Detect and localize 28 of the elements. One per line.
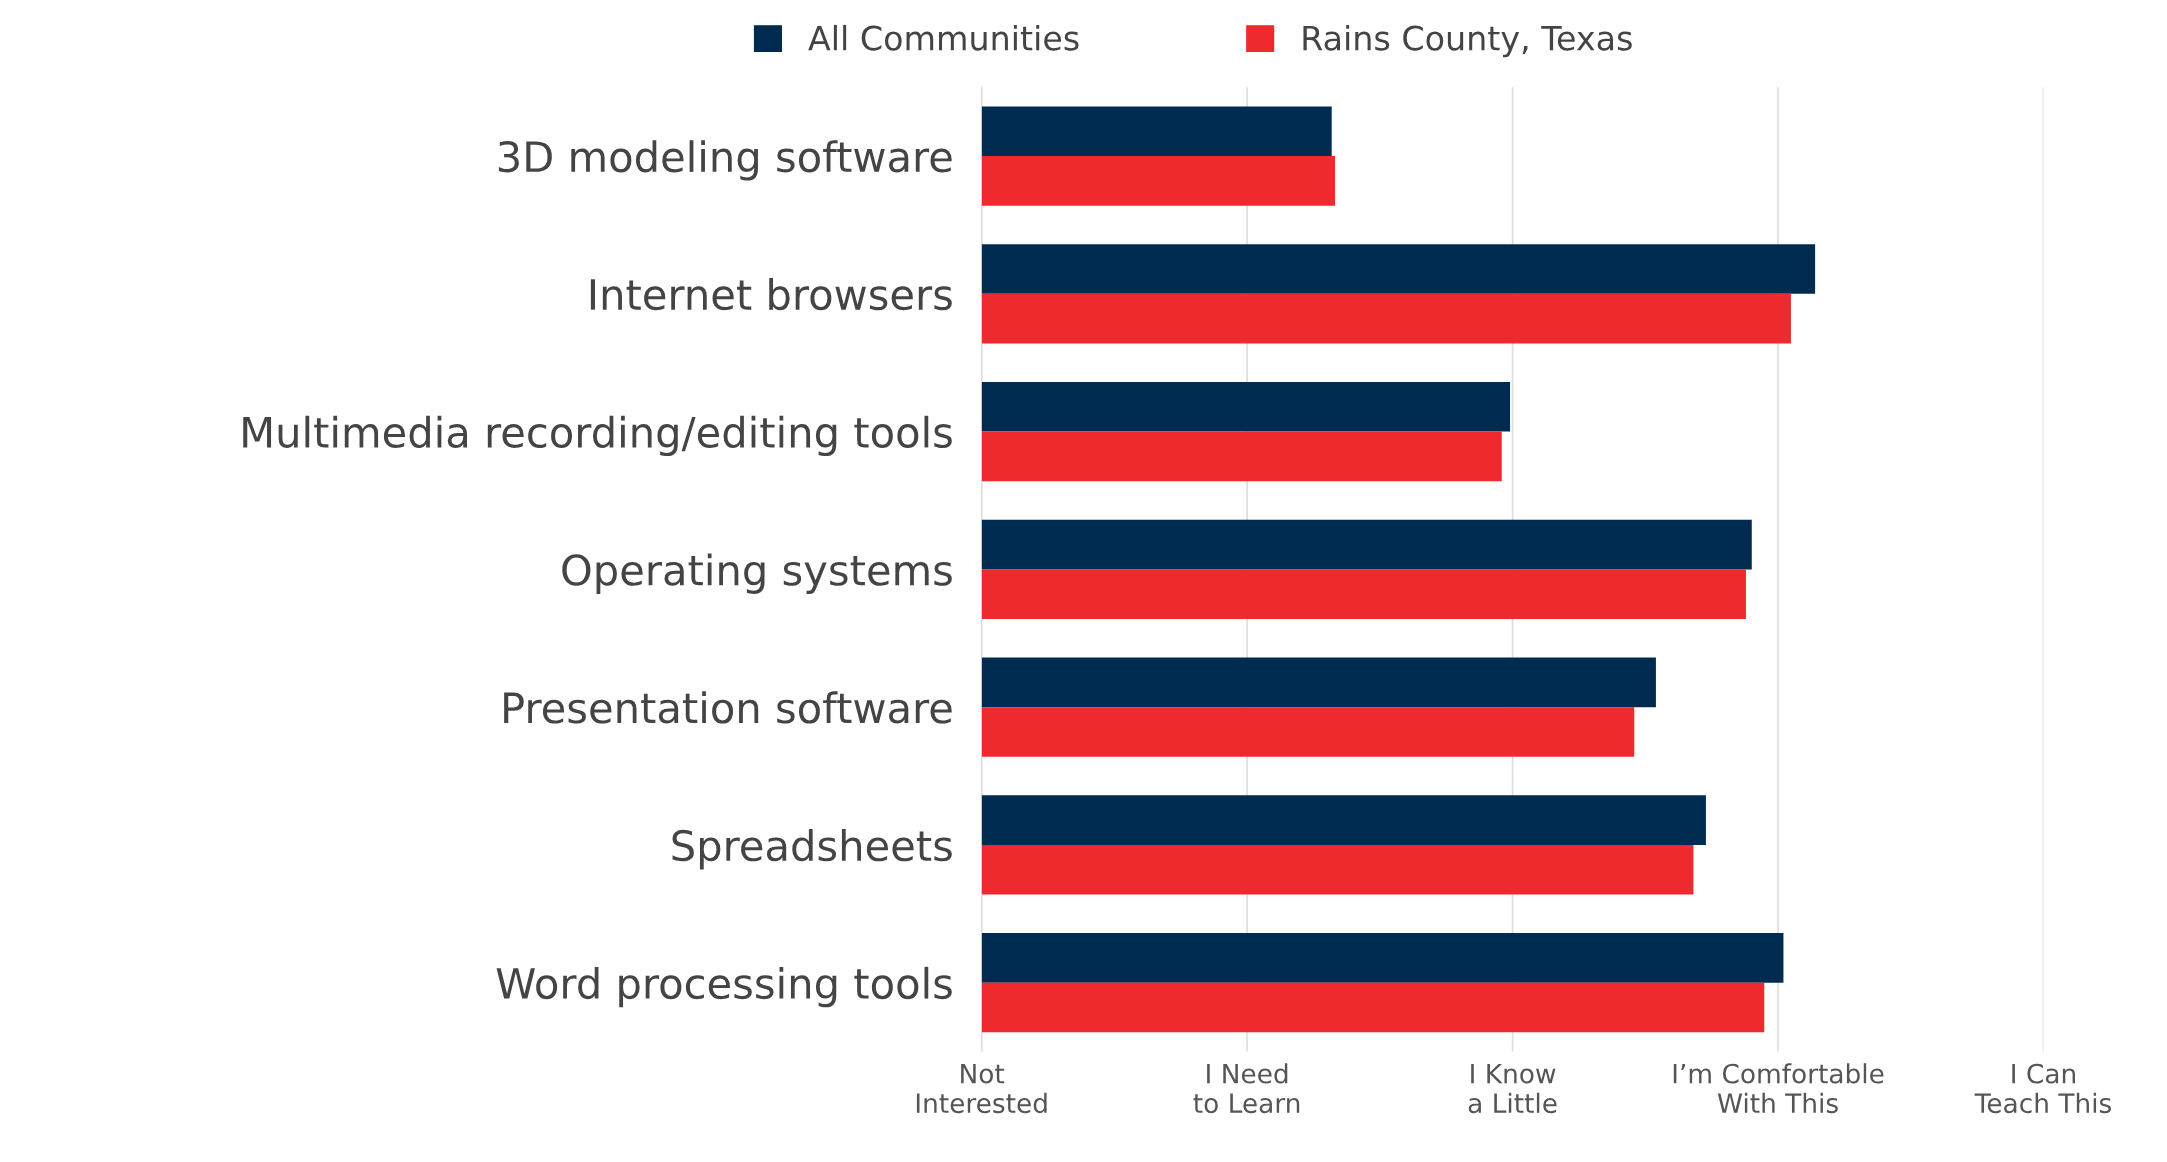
legend-label: All Communities <box>808 24 1079 51</box>
text: Not Interested <box>916 1064 1047 1114</box>
bar <box>981 382 1511 432</box>
bar <box>981 519 1752 570</box>
y-tick-label: 3D modeling software <box>498 140 952 181</box>
bar <box>981 707 1635 757</box>
bar <box>981 293 1791 344</box>
text: I’m Comfortable With This <box>1673 1063 1884 1114</box>
bar <box>981 795 1706 845</box>
y-tick-label: Presentation software <box>504 691 952 724</box>
bar <box>981 844 1694 895</box>
text: I Know a Little <box>1468 1064 1557 1114</box>
y-tick-label: Operating systems <box>562 553 952 594</box>
y-tick-label: Multimedia recording/editing tools <box>243 415 952 457</box>
bar <box>981 431 1502 482</box>
y-tick-label: Word processing tools <box>496 966 952 1008</box>
bar <box>981 569 1746 619</box>
y-tick-label: Spreadsheets <box>672 829 952 870</box>
bar <box>981 982 1765 1033</box>
bar <box>981 933 1784 983</box>
bar <box>981 244 1816 294</box>
text: I Can Teach This <box>1974 1063 2111 1114</box>
bar <box>981 106 1332 157</box>
bar <box>981 657 1656 708</box>
bar <box>981 156 1336 206</box>
legend-label: Rains County, Texas <box>1303 24 1632 58</box>
y-tick-label: Internet browsers <box>590 277 952 311</box>
text: I Need to Learn <box>1193 1063 1300 1114</box>
